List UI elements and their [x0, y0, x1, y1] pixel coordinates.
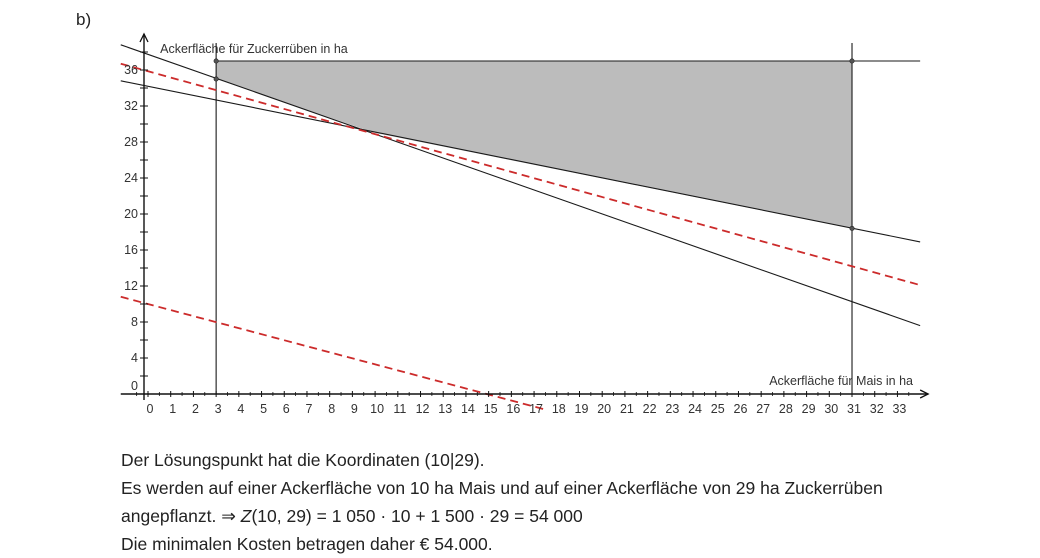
x-axis-arrow [919, 389, 930, 399]
x-tick-label: 24 [688, 402, 702, 416]
linear-optimization-chart: 0 1 2 3 4 5 6 7 8 9 10 11 12 13 14 15 16 17 18 19 20 21 22 23 24… [120, 32, 930, 416]
x-tick-label: 6 [283, 402, 290, 416]
feasible-region [216, 61, 853, 229]
x-tick-label: 33 [892, 402, 906, 416]
constraint-line-2 [120, 44, 921, 327]
x-tick-label: 28 [779, 402, 793, 416]
objective-function-symbol: Z [240, 506, 252, 526]
x-tick-label: 31 [847, 402, 861, 416]
y-tick-label: 20 [124, 207, 138, 221]
y-tick-label: 8 [131, 315, 138, 329]
x-tick-label: 16 [506, 402, 520, 416]
x-tick-label: 14 [461, 402, 475, 416]
marked-point [849, 225, 855, 231]
x-tick-label: 26 [734, 402, 748, 416]
x-tick-label: 5 [260, 402, 267, 416]
y-tick-label: 16 [124, 243, 138, 257]
x-tick-label: 22 [643, 402, 657, 416]
solution-line-2: Es werden auf einer Ackerfläche von 10 h… [121, 478, 883, 498]
x-tick-label: 4 [237, 402, 244, 416]
objective-line-1 [120, 62, 921, 286]
solution-line-3: angepflanzt. ⇒ Z(10, 29) = 1 050 · 10 + … [121, 502, 1021, 530]
x-tick-label: 9 [351, 402, 358, 416]
constraint-line-1 [120, 80, 921, 243]
x-tick-label: 1 [169, 402, 176, 416]
x-tick-label: 0 [147, 402, 154, 416]
solution-text: Der Lösungspunkt hat die Koordinaten (10… [121, 446, 1021, 558]
marked-point [213, 76, 219, 82]
x-tick-label: 32 [870, 402, 884, 416]
x-tick-label: 25 [711, 402, 725, 416]
solution-line-3-rest: (10, 29) = 1 050 · 10 + 1 500 · 29 = 54 … [251, 506, 583, 526]
x-axis-title: Ackerfläche für Mais in ha [769, 374, 913, 388]
x-tick-label: 23 [665, 402, 679, 416]
solution-line-1: Der Lösungspunkt hat die Koordinaten (10… [121, 450, 485, 470]
x-tick-label: 21 [620, 402, 634, 416]
x-tick-label: 3 [215, 402, 222, 416]
x-tick-label: 17 [529, 402, 543, 416]
x-tick-label: 13 [438, 402, 452, 416]
x-tick-label: 15 [484, 402, 498, 416]
x-tick-label: 30 [824, 402, 838, 416]
x-tick-label: 20 [597, 402, 611, 416]
x-tick-label: 10 [370, 402, 384, 416]
y-tick-label: 32 [124, 99, 138, 113]
y-axis-arrow [139, 32, 149, 43]
part-label: b) [76, 10, 92, 29]
x-tick-label: 7 [305, 402, 312, 416]
marked-point [213, 58, 219, 64]
solution-line-4: Die minimalen Kosten betragen daher € 54… [121, 534, 493, 554]
y-tick-label: 24 [124, 171, 138, 185]
y-tick-label: 36 [124, 63, 138, 77]
x-tick-label: 19 [575, 402, 589, 416]
y-axis-title: Ackerfläche für Zuckerrüben in ha [160, 42, 348, 56]
x-tick-label: 27 [756, 402, 770, 416]
marked-point [849, 58, 855, 64]
x-tick-label: 11 [393, 402, 406, 416]
x-tick-label: 29 [802, 402, 816, 416]
solution-line-3-prefix: angepflanzt. ⇒ [121, 506, 241, 526]
y-tick-label: 28 [124, 135, 138, 149]
objective-line-2 [120, 295, 548, 412]
x-tick-label: 2 [192, 402, 199, 416]
x-tick-label: 18 [552, 402, 566, 416]
y-tick-label: 0 [131, 379, 138, 393]
x-tick-label: 8 [328, 402, 335, 416]
y-tick-label: 4 [131, 351, 138, 365]
y-tick-label: 12 [124, 279, 138, 293]
x-tick-label: 12 [416, 402, 430, 416]
